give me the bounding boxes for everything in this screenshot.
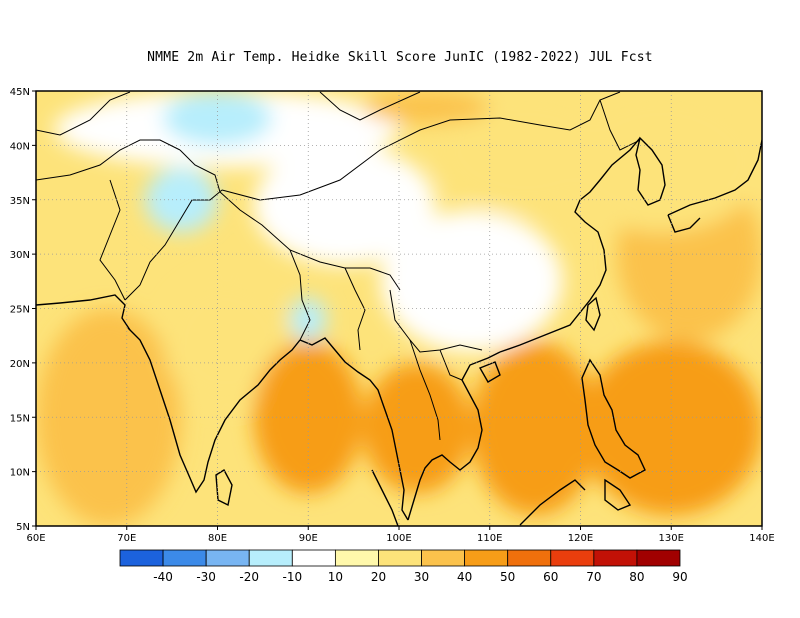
colorbar-label: 70: [586, 570, 601, 584]
y-tick-label: 15N: [10, 413, 30, 424]
colorbar-swatch: [550, 549, 595, 567]
colorbar-swatch: [636, 549, 681, 567]
gridlines: [36, 91, 762, 526]
colorbar-label: 40: [457, 570, 472, 584]
colorbar-swatch: [464, 549, 509, 567]
colorbar-swatch: [378, 549, 422, 567]
y-tick-label: 45N: [10, 87, 30, 98]
colorbar-swatch: [507, 549, 552, 567]
colorbar-label: -30: [196, 570, 216, 584]
x-tick-label: 100E: [386, 533, 411, 544]
skill-region-13: [144, 167, 218, 233]
colorbar-swatch: [248, 549, 293, 567]
colorbar-label: 90: [672, 570, 687, 584]
y-tick-label: 25N: [10, 305, 30, 316]
colorbar-label: 10: [328, 570, 343, 584]
skill-region-2: [380, 210, 563, 352]
y-tick-label: 40N: [10, 141, 30, 152]
colorbar-swatch: [334, 549, 379, 567]
political-borders: [36, 91, 641, 441]
colorbar: -40 -30 -20 -10 10 20 30 40 50 60 70 80 90: [119, 549, 688, 584]
skill-region-10: [562, 91, 762, 233]
colorbar-swatch: [162, 549, 207, 567]
skill-region-0: [253, 145, 436, 265]
skill-region-6: [362, 362, 472, 494]
colorbar-label: 60: [543, 570, 558, 584]
x-tick-label: 120E: [568, 533, 593, 544]
skill-region-12: [362, 91, 490, 124]
axes: 60E 70E 80E 90E 100E 110E 120E 130E 140E 5N 10N 15N…: [10, 87, 775, 544]
colorbar-swatch: [291, 549, 336, 567]
colorbar-swatch: [119, 549, 164, 567]
x-tick-label: 140E: [749, 533, 774, 544]
colorbar-label: 80: [629, 570, 644, 584]
colorbar-swatch: [593, 549, 638, 567]
y-tick-label: 10N: [10, 468, 30, 479]
skill-region-11: [435, 91, 617, 211]
y-tick-label: 30N: [10, 250, 30, 261]
x-tick-label: 70E: [117, 533, 136, 544]
colorbar-label: 30: [414, 570, 429, 584]
x-tick-label: 60E: [26, 533, 45, 544]
y-tick-label: 35N: [10, 196, 30, 207]
x-tick-label: 130E: [659, 533, 684, 544]
x-tick-label: 80E: [208, 533, 227, 544]
colorbar-label: -20: [239, 570, 259, 584]
skill-region-15: [163, 91, 272, 146]
x-tick-label: 110E: [477, 533, 502, 544]
x-tick-label: 90E: [299, 533, 318, 544]
colorbar-label: -40: [153, 570, 173, 584]
colorbar-label: 20: [371, 570, 386, 584]
coastlines: [36, 136, 762, 526]
skill-region-7: [471, 341, 599, 516]
colorbar-label: 50: [500, 570, 515, 584]
y-tick-label: 20N: [10, 359, 30, 370]
colorbar-swatch: [205, 549, 250, 567]
y-tick-label: 5N: [16, 522, 30, 533]
skill-region-4: [163, 275, 291, 407]
colorbar-label: -10: [283, 570, 303, 584]
chart-title: NMME 2m Air Temp. Heidke Skill Score Jun…: [147, 50, 653, 65]
colorbar-swatch: [421, 549, 466, 567]
